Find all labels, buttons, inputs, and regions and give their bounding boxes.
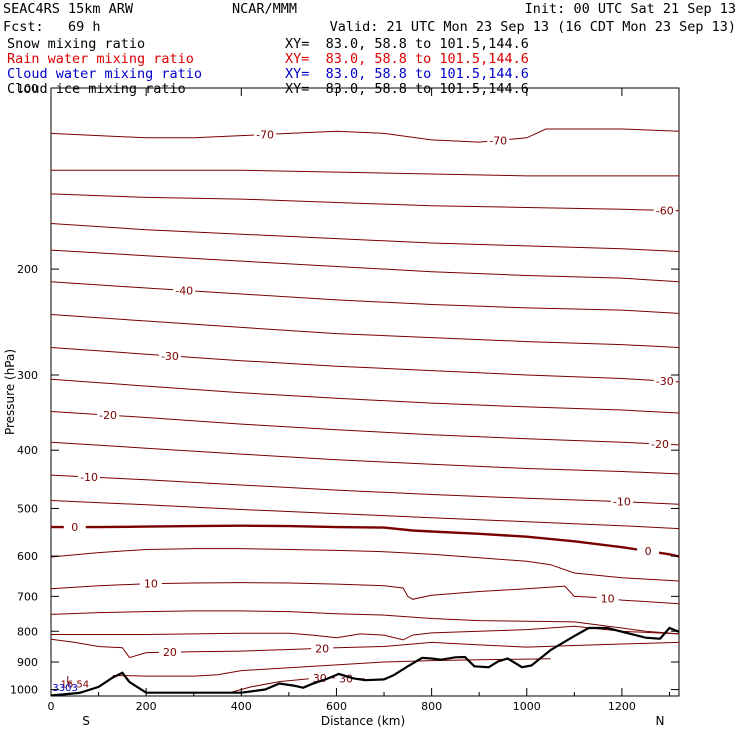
y-tick-label: 600 — [17, 550, 38, 563]
isotherm-line — [50, 500, 680, 530]
isotherm-line — [50, 548, 680, 582]
y-tick-label: 100 — [17, 82, 38, 95]
field-label-snow: Snow mixing ratio — [7, 36, 145, 52]
isotherm-line — [50, 610, 680, 635]
isotherm-label: -30 — [656, 375, 674, 388]
y-tick-label: 1000 — [10, 684, 38, 697]
isotherm-line — [50, 347, 680, 383]
y-axis-label: Pressure (hPa) — [3, 349, 17, 435]
x-tick-label: 1200 — [608, 700, 636, 713]
terrain-line — [50, 626, 680, 697]
field-xy-cloud-ice: XY= 83.0, 58.8 to 101.5,144.6 — [285, 81, 529, 97]
isotherm-label: -30 — [161, 350, 179, 363]
isotherm-line — [50, 638, 680, 659]
y-tick-label: 800 — [17, 625, 38, 638]
isotherm-line — [50, 249, 680, 283]
y-tick-label: 500 — [17, 502, 38, 515]
annotation-text: 16.54 — [61, 679, 90, 690]
isotherm-label: 0 — [71, 521, 78, 534]
isotherm-label: -60 — [656, 204, 674, 217]
isotherm-label-bg — [158, 349, 181, 362]
field-xy-cloud-water: XY= 83.0, 58.8 to 101.5,144.6 — [285, 66, 529, 82]
isotherm-line — [50, 223, 680, 252]
org-label: NCAR/MMM — [232, 1, 297, 17]
isotherm-label: -70 — [489, 134, 507, 147]
field-xy-snow: XY= 83.0, 58.8 to 101.5,144.6 — [285, 36, 529, 52]
axes-group: 0 200 400 600 800 1000 12001002003004005006007… — [10, 82, 679, 713]
y-tick-label: 900 — [17, 656, 38, 669]
isotherm-label-bg — [97, 409, 120, 422]
isotherm-label: 20 — [315, 642, 329, 655]
forecast-hour: Fcst: 69 h — [3, 19, 101, 35]
isotherm-label-bg — [78, 470, 101, 483]
annotation-text: 3303 — [52, 683, 77, 694]
isotherm-label-bg — [487, 134, 510, 147]
isotherm-line — [51, 169, 679, 177]
isotherm-line — [51, 625, 680, 641]
isotherm-label-bg — [610, 495, 633, 508]
x-end-label-north: N — [656, 714, 665, 728]
isotherm-label: 0 — [645, 545, 652, 558]
isotherm-label-bg — [158, 646, 181, 659]
isotherm-line — [51, 524, 680, 558]
isotherm-line — [50, 411, 680, 446]
isotherm-label: -20 — [651, 438, 669, 451]
isotherm-label: 10 — [601, 593, 615, 606]
plot-frame — [50, 87, 680, 697]
isotherm-label-bg — [596, 592, 619, 605]
isotherm-line — [50, 441, 680, 475]
x-tick-label: 1000 — [513, 700, 541, 713]
isotherm-label-bg — [173, 284, 196, 297]
field-xy-rain: XY= 83.0, 58.8 to 101.5,144.6 — [285, 51, 529, 67]
y-tick-label: 200 — [17, 263, 38, 276]
isotherm-label: -20 — [99, 409, 117, 422]
isotherm-label-bg — [308, 672, 331, 685]
isotherm-label-bg — [254, 128, 277, 141]
isotherm-label-bg — [311, 642, 334, 655]
x-tick-label: 200 — [136, 700, 157, 713]
isotherm-label: 10 — [144, 578, 158, 591]
isotherm-line — [50, 193, 680, 212]
annotation-text: L — [66, 675, 72, 686]
isotherm-line — [50, 582, 680, 605]
isotherm-label-bg — [653, 375, 676, 388]
isotherm-line — [50, 128, 680, 143]
x-end-label-south: S — [82, 714, 90, 728]
isotherm-line — [50, 378, 680, 414]
isotherm-label-bg — [648, 438, 671, 451]
isotherm-label-bg — [139, 577, 162, 590]
isotherm-group: -70 -70 -60 -40 -30 -30 -20 -20 -10 -10 0 0 10 10 20 20… — [50, 128, 680, 693]
isotherm-label: -10 — [613, 496, 631, 509]
isotherm-label: 20 — [163, 646, 177, 659]
isotherm-label-bg — [637, 545, 660, 558]
y-tick-label: 300 — [17, 369, 38, 382]
isotherm-label: -40 — [175, 284, 193, 297]
x-tick-label: 400 — [231, 700, 252, 713]
x-axis-label: Distance (km) — [321, 714, 405, 728]
x-tick-label: 800 — [421, 700, 442, 713]
isotherm-label: -10 — [80, 471, 98, 484]
x-tick-label: 600 — [326, 700, 347, 713]
field-label-rain: Rain water mixing ratio — [7, 51, 194, 67]
x-tick-label: 0 — [48, 700, 55, 713]
isotherm-line — [112, 658, 551, 677]
y-tick-label: 700 — [17, 590, 38, 603]
y-tick-label: 400 — [17, 444, 38, 457]
field-label-cloud-ice: Cloud ice mixing ratio — [7, 81, 186, 97]
isotherm-label: -70 — [256, 129, 274, 142]
isotherm-label-bg — [653, 204, 676, 217]
model-title: SEAC4RS 15km ARW — [3, 1, 134, 17]
isotherm-line — [50, 281, 680, 314]
field-label-cloud-water: Cloud water mixing ratio — [7, 66, 202, 82]
isotherm-line — [50, 314, 680, 348]
init-time: Init: 00 UTC Sat 21 Sep 13 — [525, 1, 736, 17]
valid-time: Valid: 21 UTC Mon 23 Sep 13 (16 CDT Mon … — [330, 19, 736, 35]
isotherm-label-bg — [63, 521, 86, 534]
isotherm-line — [50, 474, 680, 505]
